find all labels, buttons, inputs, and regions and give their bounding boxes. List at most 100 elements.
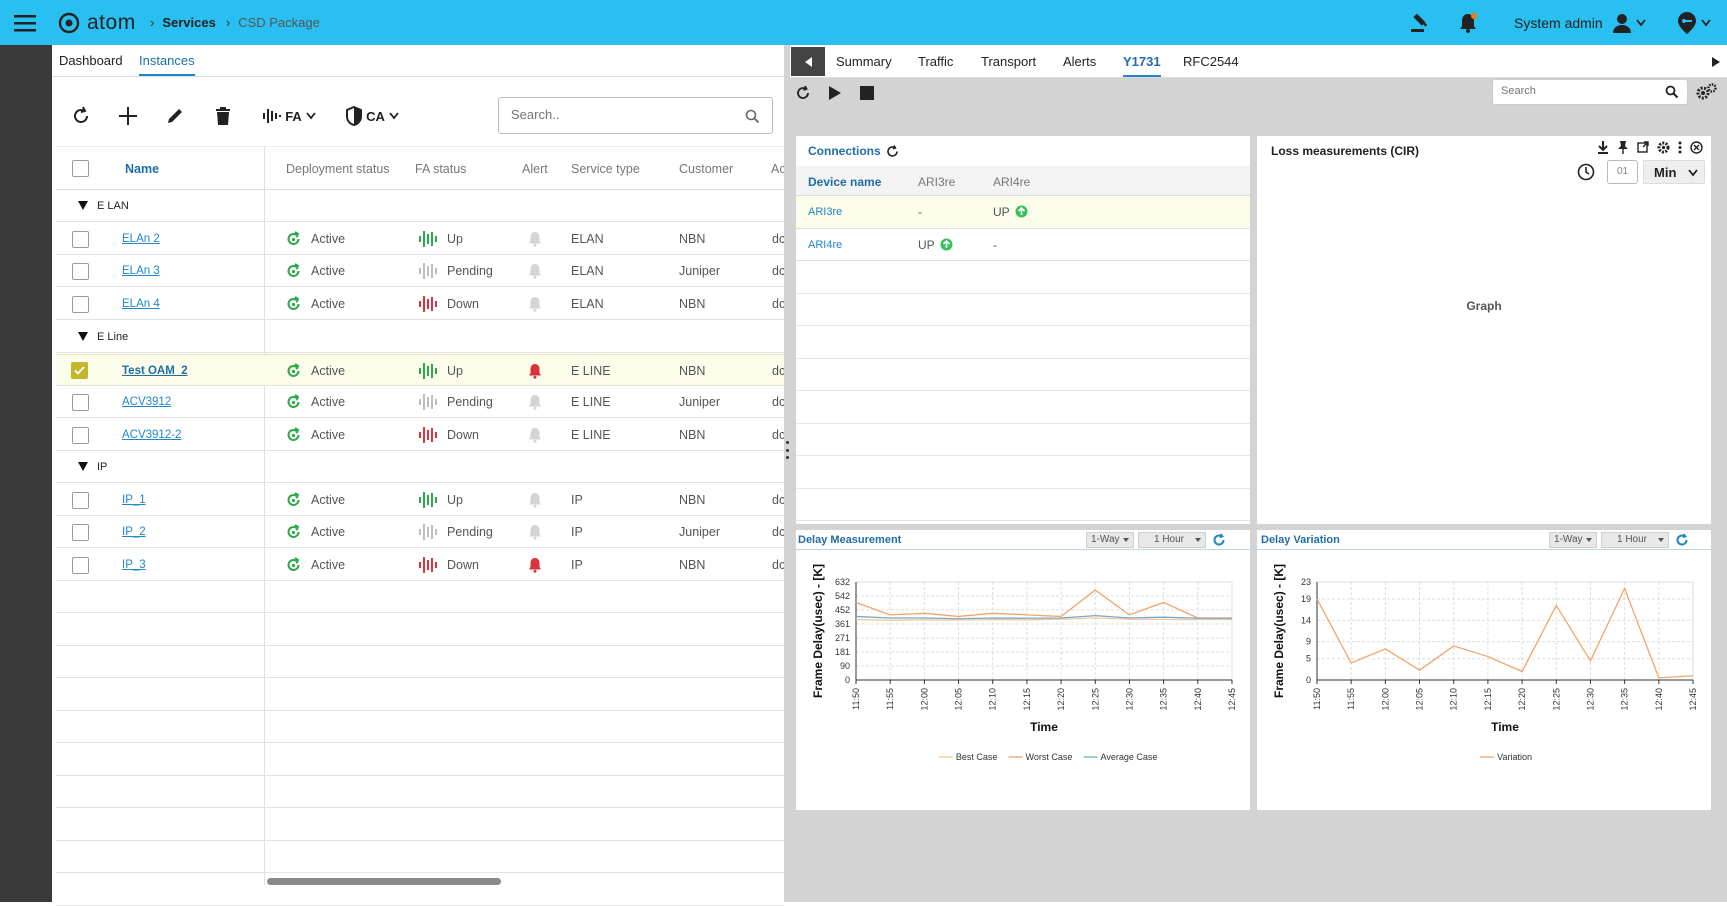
instance-name-link[interactable]: IP_3 xyxy=(122,558,146,571)
empty-row xyxy=(796,489,1250,521)
connection-row[interactable]: ARI3re - UP xyxy=(796,196,1250,229)
search-input[interactable] xyxy=(511,107,731,122)
table-row[interactable]: ACV3912-2 Active Down E LINE NBN dc xyxy=(56,419,784,451)
table-row[interactable]: ELAn 3 Active Pending ELAN Juniper dc xyxy=(56,255,784,287)
close-circle-icon[interactable] xyxy=(1690,140,1703,154)
download-icon[interactable] xyxy=(1597,140,1609,154)
user-menu[interactable]: System admin xyxy=(1514,0,1646,45)
column-header-fa-status[interactable]: FA status xyxy=(415,162,467,176)
refresh-icon[interactable] xyxy=(68,103,94,129)
caret-left-icon xyxy=(805,56,812,67)
y-tick-label: 23 xyxy=(1301,577,1311,587)
settings-gears-icon[interactable] xyxy=(1696,82,1718,102)
connection-row[interactable]: ARI4re UP - xyxy=(796,229,1250,261)
row-checkbox[interactable] xyxy=(72,524,89,541)
notification-bell-icon[interactable] xyxy=(1457,0,1479,45)
row-checkbox[interactable] xyxy=(72,295,89,313)
left-nav-strip xyxy=(0,45,52,902)
table-row[interactable]: IP_3 Active Down IP NBN dc xyxy=(56,549,784,581)
column-header-customer[interactable]: Customer xyxy=(679,162,734,176)
delay-measurement-way-select[interactable]: 1-Way xyxy=(1086,532,1134,548)
tab-dashboard[interactable]: Dashboard xyxy=(59,53,123,68)
pin-icon[interactable] xyxy=(1617,140,1629,154)
tab-rfc2544[interactable]: RFC2544 xyxy=(1183,54,1239,69)
delay-variation-range-select[interactable]: 1 Hour xyxy=(1601,532,1669,548)
atom-logo[interactable]: atom xyxy=(57,0,136,45)
delete-icon[interactable] xyxy=(210,103,236,129)
column-header-service-type[interactable]: Service type xyxy=(571,162,640,176)
row-checkbox[interactable] xyxy=(72,426,89,444)
search-icon[interactable] xyxy=(745,109,760,124)
row-checkbox[interactable] xyxy=(72,263,89,280)
fa-filter-dropdown[interactable]: FA xyxy=(259,103,319,129)
instance-name-link[interactable]: IP_2 xyxy=(122,526,146,538)
gear-icon[interactable] xyxy=(1657,141,1670,154)
table-row[interactable]: ELAn 4 Active Down ELAN NBN dc xyxy=(56,288,784,320)
table-row[interactable]: ELAn 2 Active Up ELAN NBN dc xyxy=(56,223,784,255)
instance-name-link[interactable]: ACV3912-2 xyxy=(122,428,182,441)
menu-icon[interactable] xyxy=(14,0,36,45)
key-location-icon[interactable] xyxy=(1676,0,1711,45)
table-row[interactable]: Test OAM_2 Active Up E LINE NBN dc xyxy=(56,353,784,386)
refresh-icon[interactable] xyxy=(794,84,812,102)
refresh-icon[interactable] xyxy=(886,144,899,158)
add-icon[interactable] xyxy=(115,103,141,129)
delay-variation-chart: 0 5 9 14 19 23 11:50 11:55 12:00 12:05 12:10 12:15 1… xyxy=(1272,564,1698,762)
breadcrumb-services[interactable]: Services xyxy=(162,15,216,30)
refresh-icon[interactable] xyxy=(1212,533,1226,547)
table-row[interactable]: IP_1 Active Up IP NBN dc xyxy=(56,484,784,516)
connection-device[interactable]: ARI4re xyxy=(808,238,843,251)
clock-icon[interactable] xyxy=(1577,163,1595,181)
tab-instances[interactable]: Instances xyxy=(139,45,195,76)
tab-transport[interactable]: Transport xyxy=(981,54,1037,69)
gavel-icon[interactable] xyxy=(1408,0,1430,45)
open-external-icon[interactable] xyxy=(1637,141,1649,153)
search-icon[interactable] xyxy=(1665,85,1679,99)
tab-y1731[interactable]: Y1731 xyxy=(1123,45,1161,77)
splitter-handle[interactable] xyxy=(784,441,790,459)
collapse-left-button[interactable] xyxy=(791,47,825,76)
detail-search-input[interactable] xyxy=(1501,85,1651,97)
connection-device[interactable]: ARI3re xyxy=(808,206,843,218)
interval-unit-select[interactable]: Min xyxy=(1643,160,1705,184)
tab-alerts[interactable]: Alerts xyxy=(1063,54,1097,69)
column-header-alert[interactable]: Alert xyxy=(522,162,548,176)
group-header[interactable]: E LAN xyxy=(56,190,784,222)
row-checkbox[interactable] xyxy=(72,230,89,248)
play-icon[interactable] xyxy=(826,84,844,102)
stop-icon[interactable] xyxy=(858,84,876,102)
tab-traffic[interactable]: Traffic xyxy=(918,54,954,69)
row-checkbox[interactable] xyxy=(72,394,89,411)
x-tick-label: 12:45 xyxy=(1227,688,1237,711)
table-row[interactable]: ACV3912 Active Pending E LINE Juniper dc xyxy=(56,386,784,418)
row-checkbox[interactable] xyxy=(72,491,89,509)
row-checkbox[interactable] xyxy=(71,361,88,379)
ca-filter-dropdown[interactable]: CA xyxy=(340,103,404,129)
instance-search-box[interactable] xyxy=(498,97,773,134)
horizontal-scrollbar[interactable] xyxy=(267,878,501,885)
instance-name-link[interactable]: ELAn 2 xyxy=(122,232,160,245)
delay-variation-way-select[interactable]: 1-Way xyxy=(1549,532,1597,548)
row-checkbox[interactable] xyxy=(72,556,89,574)
column-header-name[interactable]: Name xyxy=(125,162,160,176)
group-header[interactable]: IP xyxy=(56,451,784,483)
column-header-deployment[interactable]: Deployment status xyxy=(286,162,390,176)
instance-name-link[interactable]: Test OAM_2 xyxy=(122,364,188,377)
more-vertical-icon[interactable] xyxy=(1678,141,1682,154)
select-all-checkbox[interactable] xyxy=(72,160,89,177)
edit-icon[interactable] xyxy=(162,103,188,129)
detail-search-box[interactable] xyxy=(1492,79,1688,105)
instance-name-link[interactable]: ELAn 4 xyxy=(122,297,160,310)
column-header-ac[interactable]: Ac xyxy=(771,162,784,176)
fa-filter-label: FA xyxy=(285,108,302,124)
refresh-icon[interactable] xyxy=(1675,533,1689,547)
scroll-tabs-right-icon[interactable] xyxy=(1711,55,1721,73)
table-row[interactable]: IP_2 Active Pending IP Juniper dc xyxy=(56,516,784,548)
group-header[interactable]: E Line xyxy=(56,321,784,353)
instance-name-link[interactable]: ELAn 3 xyxy=(122,265,160,277)
instance-name-link[interactable]: ACV3912 xyxy=(122,396,172,408)
interval-input[interactable]: 01 xyxy=(1607,160,1638,184)
instance-name-link[interactable]: IP_1 xyxy=(122,493,146,506)
tab-summary[interactable]: Summary xyxy=(836,54,892,69)
delay-measurement-range-select[interactable]: 1 Hour xyxy=(1138,532,1206,548)
